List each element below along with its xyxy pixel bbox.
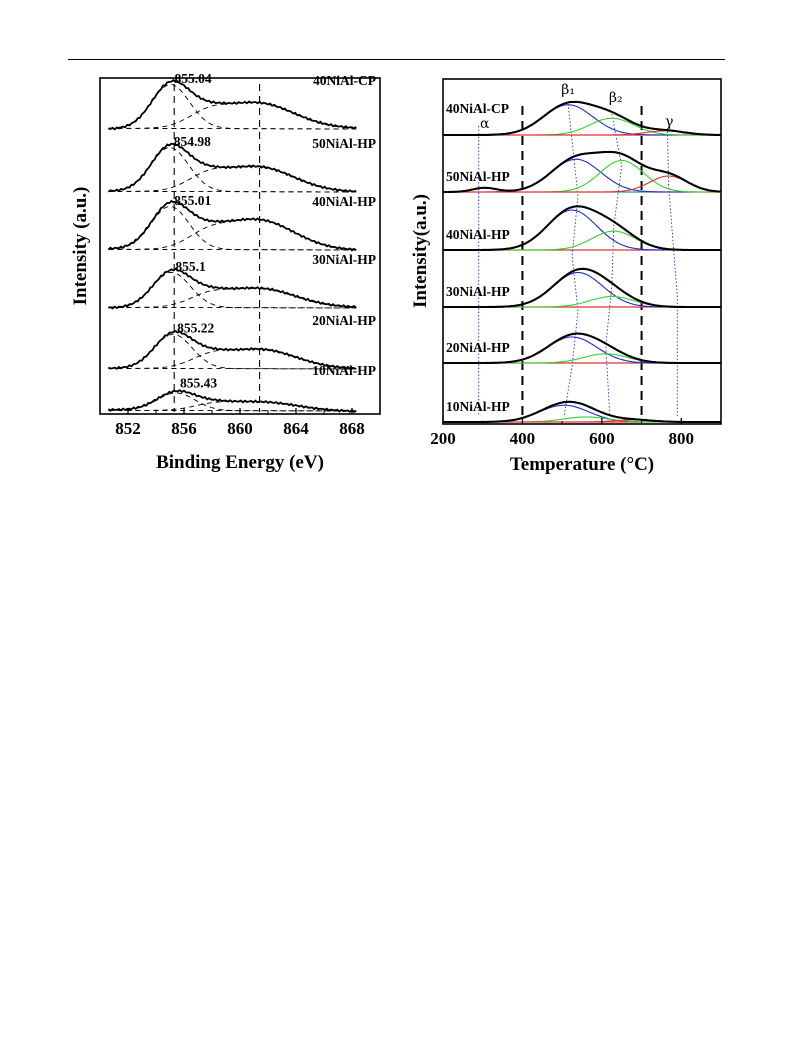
tpr-x-ticks: 200 400 600 800	[430, 418, 722, 448]
xps-spectrum-40nial-hp	[107, 199, 357, 252]
xps-x-tick-label: 852	[115, 419, 141, 438]
xps-fit-satellite-40nial-cp	[108, 102, 357, 129]
xps-spectrum-50nial-hp	[107, 142, 357, 193]
xps-x-tick-label: 860	[227, 419, 253, 438]
tpr-peak-guide	[605, 113, 623, 417]
xps-spectrum-10nial-hp	[107, 389, 357, 414]
xps-y-axis-title: Intensity (a.u.)	[70, 187, 91, 306]
xps-peak-label-20nial-hp: 855.22	[177, 321, 214, 336]
tpr-region-label: β₁	[561, 82, 575, 98]
tpr-guide-lines	[478, 103, 678, 421]
xps-peak-label-10nial-hp: 855.43	[180, 375, 217, 390]
tpr-region-label: β₂	[609, 90, 623, 106]
xps-x-tick-label: 856	[171, 419, 197, 438]
xps-fit-satellite-30nial-hp	[108, 287, 357, 308]
xps-sample-label-50nial-hp: 50NiAl-HP	[312, 136, 376, 151]
tpr-x-tick-label: 600	[589, 429, 615, 448]
tpr-profile-20nial-hp	[443, 332, 721, 365]
tpr-region-label: α	[480, 116, 490, 132]
xps-reference-lines	[173, 84, 261, 412]
tpr-x-tick-label: 800	[669, 429, 695, 448]
tpr-fit-peak-50nial-hp	[443, 175, 722, 193]
tpr-profile-10nial-hp	[443, 400, 721, 424]
xps-peak-label-50nial-hp: 854.98	[174, 134, 211, 149]
xps-texts: 40NiAl-CP 855.04 50NiAl-HP 854.98 40NiAl-HP 8…	[174, 71, 376, 390]
tpr-x-tick-label: 200	[430, 429, 456, 448]
xps-spectrum-40nial-cp	[108, 78, 357, 131]
tpr-sample-label-40nial-hp: 40NiAl-HP	[446, 227, 510, 242]
xps-sample-label-20nial-hp: 20NiAl-HP	[312, 313, 376, 328]
tpr-profile-30nial-hp	[443, 267, 721, 309]
tpr-peak-guide	[563, 103, 579, 417]
tpr-sample-label-50nial-hp: 50NiAl-HP	[446, 169, 510, 184]
xps-x-axis-title: Binding Energy (eV)	[156, 452, 324, 473]
tpr-sample-label-10nial-hp: 10NiAl-HP	[446, 399, 510, 414]
tpr-curves	[443, 100, 722, 424]
xps-peak-label-40nial-hp: 855.01	[174, 193, 211, 208]
tpr-profile-40nial-hp	[443, 205, 721, 252]
xps-chart: 852 856 860 864 868 40NiAl-CP 855.04 50NiAl-HP…	[70, 71, 381, 473]
xps-x-ticks: 852 856 860 864 868	[99, 408, 381, 438]
tpr-plot-frame	[442, 78, 722, 425]
xps-curves	[107, 78, 357, 414]
tpr-fit-peak-20nial-hp	[443, 353, 721, 364]
xps-sample-label-40nial-cp: 40NiAl-CP	[313, 73, 376, 88]
tpr-chart: 200 400 600 800 40NiAl-CP 50NiAl-HP 40NiAl-HP…	[410, 78, 722, 475]
xps-peak-label-40nial-cp: 855.04	[175, 71, 212, 86]
xps-sample-label-30nial-hp: 30NiAl-HP	[312, 252, 376, 267]
tpr-texts: 40NiAl-CP 50NiAl-HP 40NiAl-HP 30NiAl-HP 20Ni…	[446, 82, 674, 414]
xps-x-tick-label: 864	[283, 419, 309, 438]
xps-x-tick-label: 868	[339, 419, 365, 438]
header-rule	[68, 59, 725, 60]
tpr-x-tick-label: 400	[510, 429, 536, 448]
tpr-region-label: γ	[665, 114, 673, 130]
tpr-y-axis-title: Intensity(a.u.)	[410, 194, 431, 308]
xps-fit-main-10nial-hp	[108, 392, 357, 412]
xps-fit-satellite-40nial-hp	[108, 218, 357, 250]
tpr-peak-guide	[666, 127, 678, 416]
tpr-profile-40nial-cp	[443, 100, 721, 137]
tpr-profile-50nial-hp	[443, 150, 722, 194]
xps-sample-label-40nial-hp: 40NiAl-HP	[312, 194, 376, 209]
xps-sample-label-10nial-hp: 10NiAl-HP	[312, 363, 376, 378]
xps-peak-label-30nial-hp: 855.1	[175, 259, 206, 274]
tpr-sample-label-20nial-hp: 20NiAl-HP	[446, 340, 510, 355]
tpr-x-axis-title: Temperature (°C)	[510, 454, 654, 475]
tpr-sample-label-30nial-hp: 30NiAl-HP	[446, 284, 510, 299]
xps-fit-satellite-50nial-hp	[108, 165, 357, 192]
xps-spectrum-20nial-hp	[107, 329, 357, 370]
xps-spectrum-30nial-hp	[108, 267, 357, 310]
tpr-sample-label-40nial-cp: 40NiAl-CP	[446, 101, 509, 116]
